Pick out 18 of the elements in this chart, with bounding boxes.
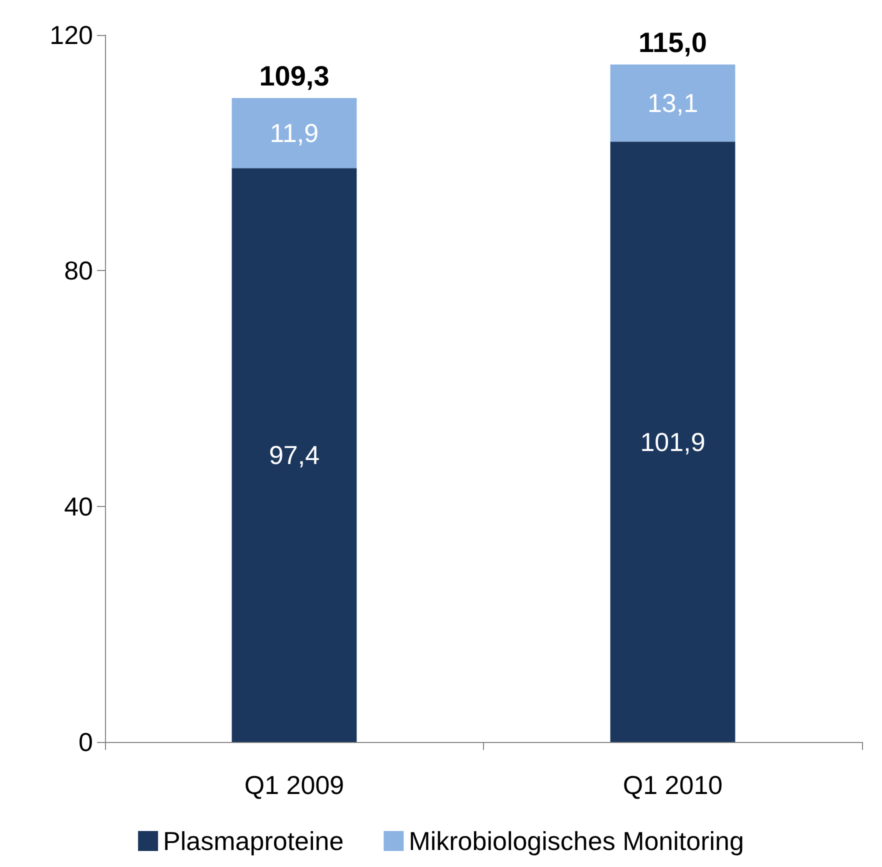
y-tick-label: 40 [64,491,93,522]
y-tick-label: 120 [50,20,93,50]
legend-label: Plasmaproteine [163,826,344,856]
data-label: 97,4 [268,440,320,470]
bar [610,142,736,742]
legend-label: Mikrobiologisches Monitoring [408,826,744,856]
y-tick-label: 0 [78,727,93,757]
x-tick-label: Q1 2009 [244,770,344,800]
bar [232,98,357,168]
total-label: 109,3 [259,60,330,92]
y-tick-label: 80 [64,256,93,286]
total-label: 115,0 [638,26,708,58]
x-tick-label: Q1 2010 [622,770,723,800]
data-label: 13,1 [647,88,698,118]
data-label: 101,9 [640,426,706,457]
data-label: 11,9 [270,118,319,148]
bar [610,64,736,142]
bar [232,168,357,742]
